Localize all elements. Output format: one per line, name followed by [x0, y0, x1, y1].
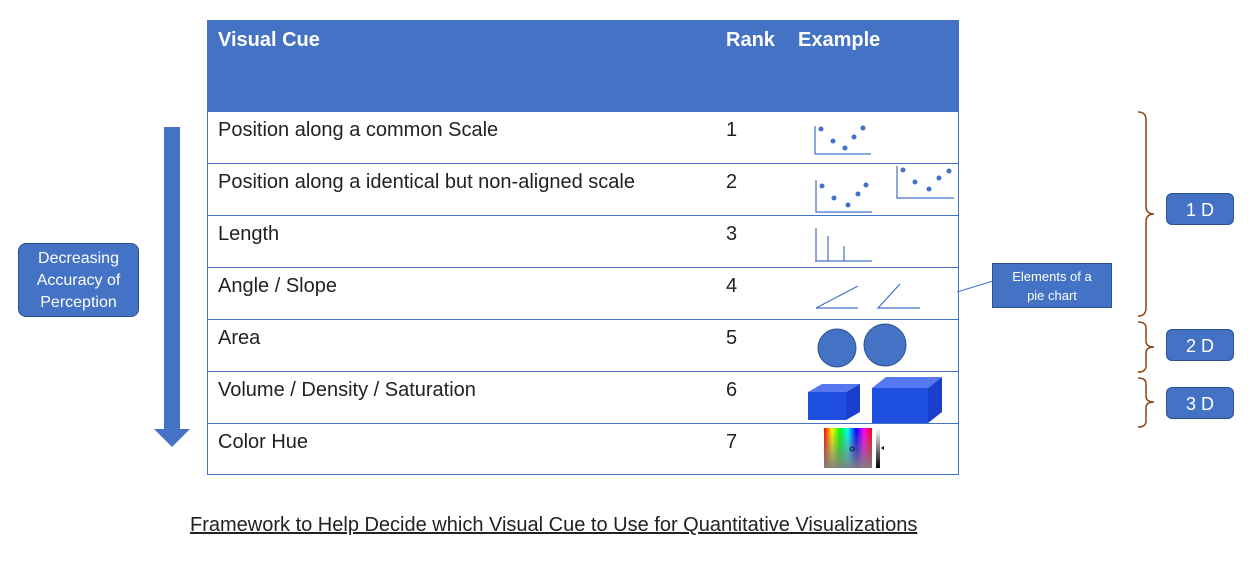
header-rank: Rank — [726, 29, 775, 51]
dimension-braces — [1137, 111, 1155, 428]
angle-slope-icon — [815, 283, 920, 309]
brace-3d — [1137, 377, 1155, 428]
decreasing-arrow-icon — [154, 127, 190, 447]
length-bars-icon — [815, 228, 872, 262]
non-aligned-scatter-icon — [815, 166, 954, 213]
cue-label: Position along a identical but non-align… — [218, 171, 635, 193]
visual-cue-table: Visual Cue Rank Example Position along a… — [207, 20, 959, 475]
arrow-label-line: Decreasing — [38, 250, 119, 267]
cue-label: Volume / Density / Saturation — [218, 379, 476, 401]
arrow-label-line: Perception — [40, 294, 117, 311]
callout-line: pie chart — [1027, 288, 1077, 303]
table-row: Angle / Slope 4 — [208, 268, 958, 320]
cue-label: Color Hue — [218, 431, 309, 453]
table-row: Length 3 — [208, 216, 958, 268]
common-scale-scatter-icon — [814, 125, 871, 155]
table-row: Position along a common Scale 1 — [208, 112, 958, 164]
badge-3d: 3 D — [1166, 387, 1234, 419]
header-visual-cue: Visual Cue — [218, 29, 320, 51]
rank-value: 5 — [726, 327, 738, 349]
cue-label: Position along a common Scale — [218, 119, 499, 141]
brace-2d — [1137, 321, 1155, 373]
table-row: Area 5 — [208, 320, 958, 372]
callout-pointer-line — [956, 280, 994, 293]
arrow-label-line: Accuracy of — [36, 272, 121, 289]
rank-value: 1 — [726, 119, 738, 141]
table-header: Visual Cue Rank Example — [208, 21, 958, 112]
figure-caption: Framework to Help Decide which Visual Cu… — [190, 514, 918, 536]
header-example: Example — [798, 29, 881, 51]
badge-2d: 2 D — [1166, 329, 1234, 361]
cue-label: Angle / Slope — [218, 275, 337, 297]
callout-line: Elements of a — [1012, 269, 1092, 284]
decreasing-accuracy-label: Decreasing Accuracy of Perception — [18, 243, 139, 317]
rank-value: 3 — [726, 223, 738, 245]
table-row: Volume / Density / Saturation 6 — [208, 372, 958, 424]
rank-value: 7 — [726, 431, 738, 453]
table-row: Color Hue 7 — [208, 424, 958, 476]
cue-label: Length — [218, 223, 280, 245]
rank-value: 2 — [726, 171, 738, 193]
badge-1d: 1 D — [1166, 193, 1234, 225]
brace-1d — [1137, 111, 1155, 317]
color-hue-picker-icon — [824, 428, 884, 468]
table-row: Position along a identical but non-align… — [208, 164, 958, 216]
rank-value: 4 — [726, 275, 738, 297]
volume-boxes-icon — [808, 377, 942, 423]
pie-chart-callout: Elements of a pie chart — [992, 263, 1112, 308]
area-circles-icon — [817, 323, 907, 368]
rank-value: 6 — [726, 379, 738, 401]
cue-label: Area — [218, 327, 261, 349]
